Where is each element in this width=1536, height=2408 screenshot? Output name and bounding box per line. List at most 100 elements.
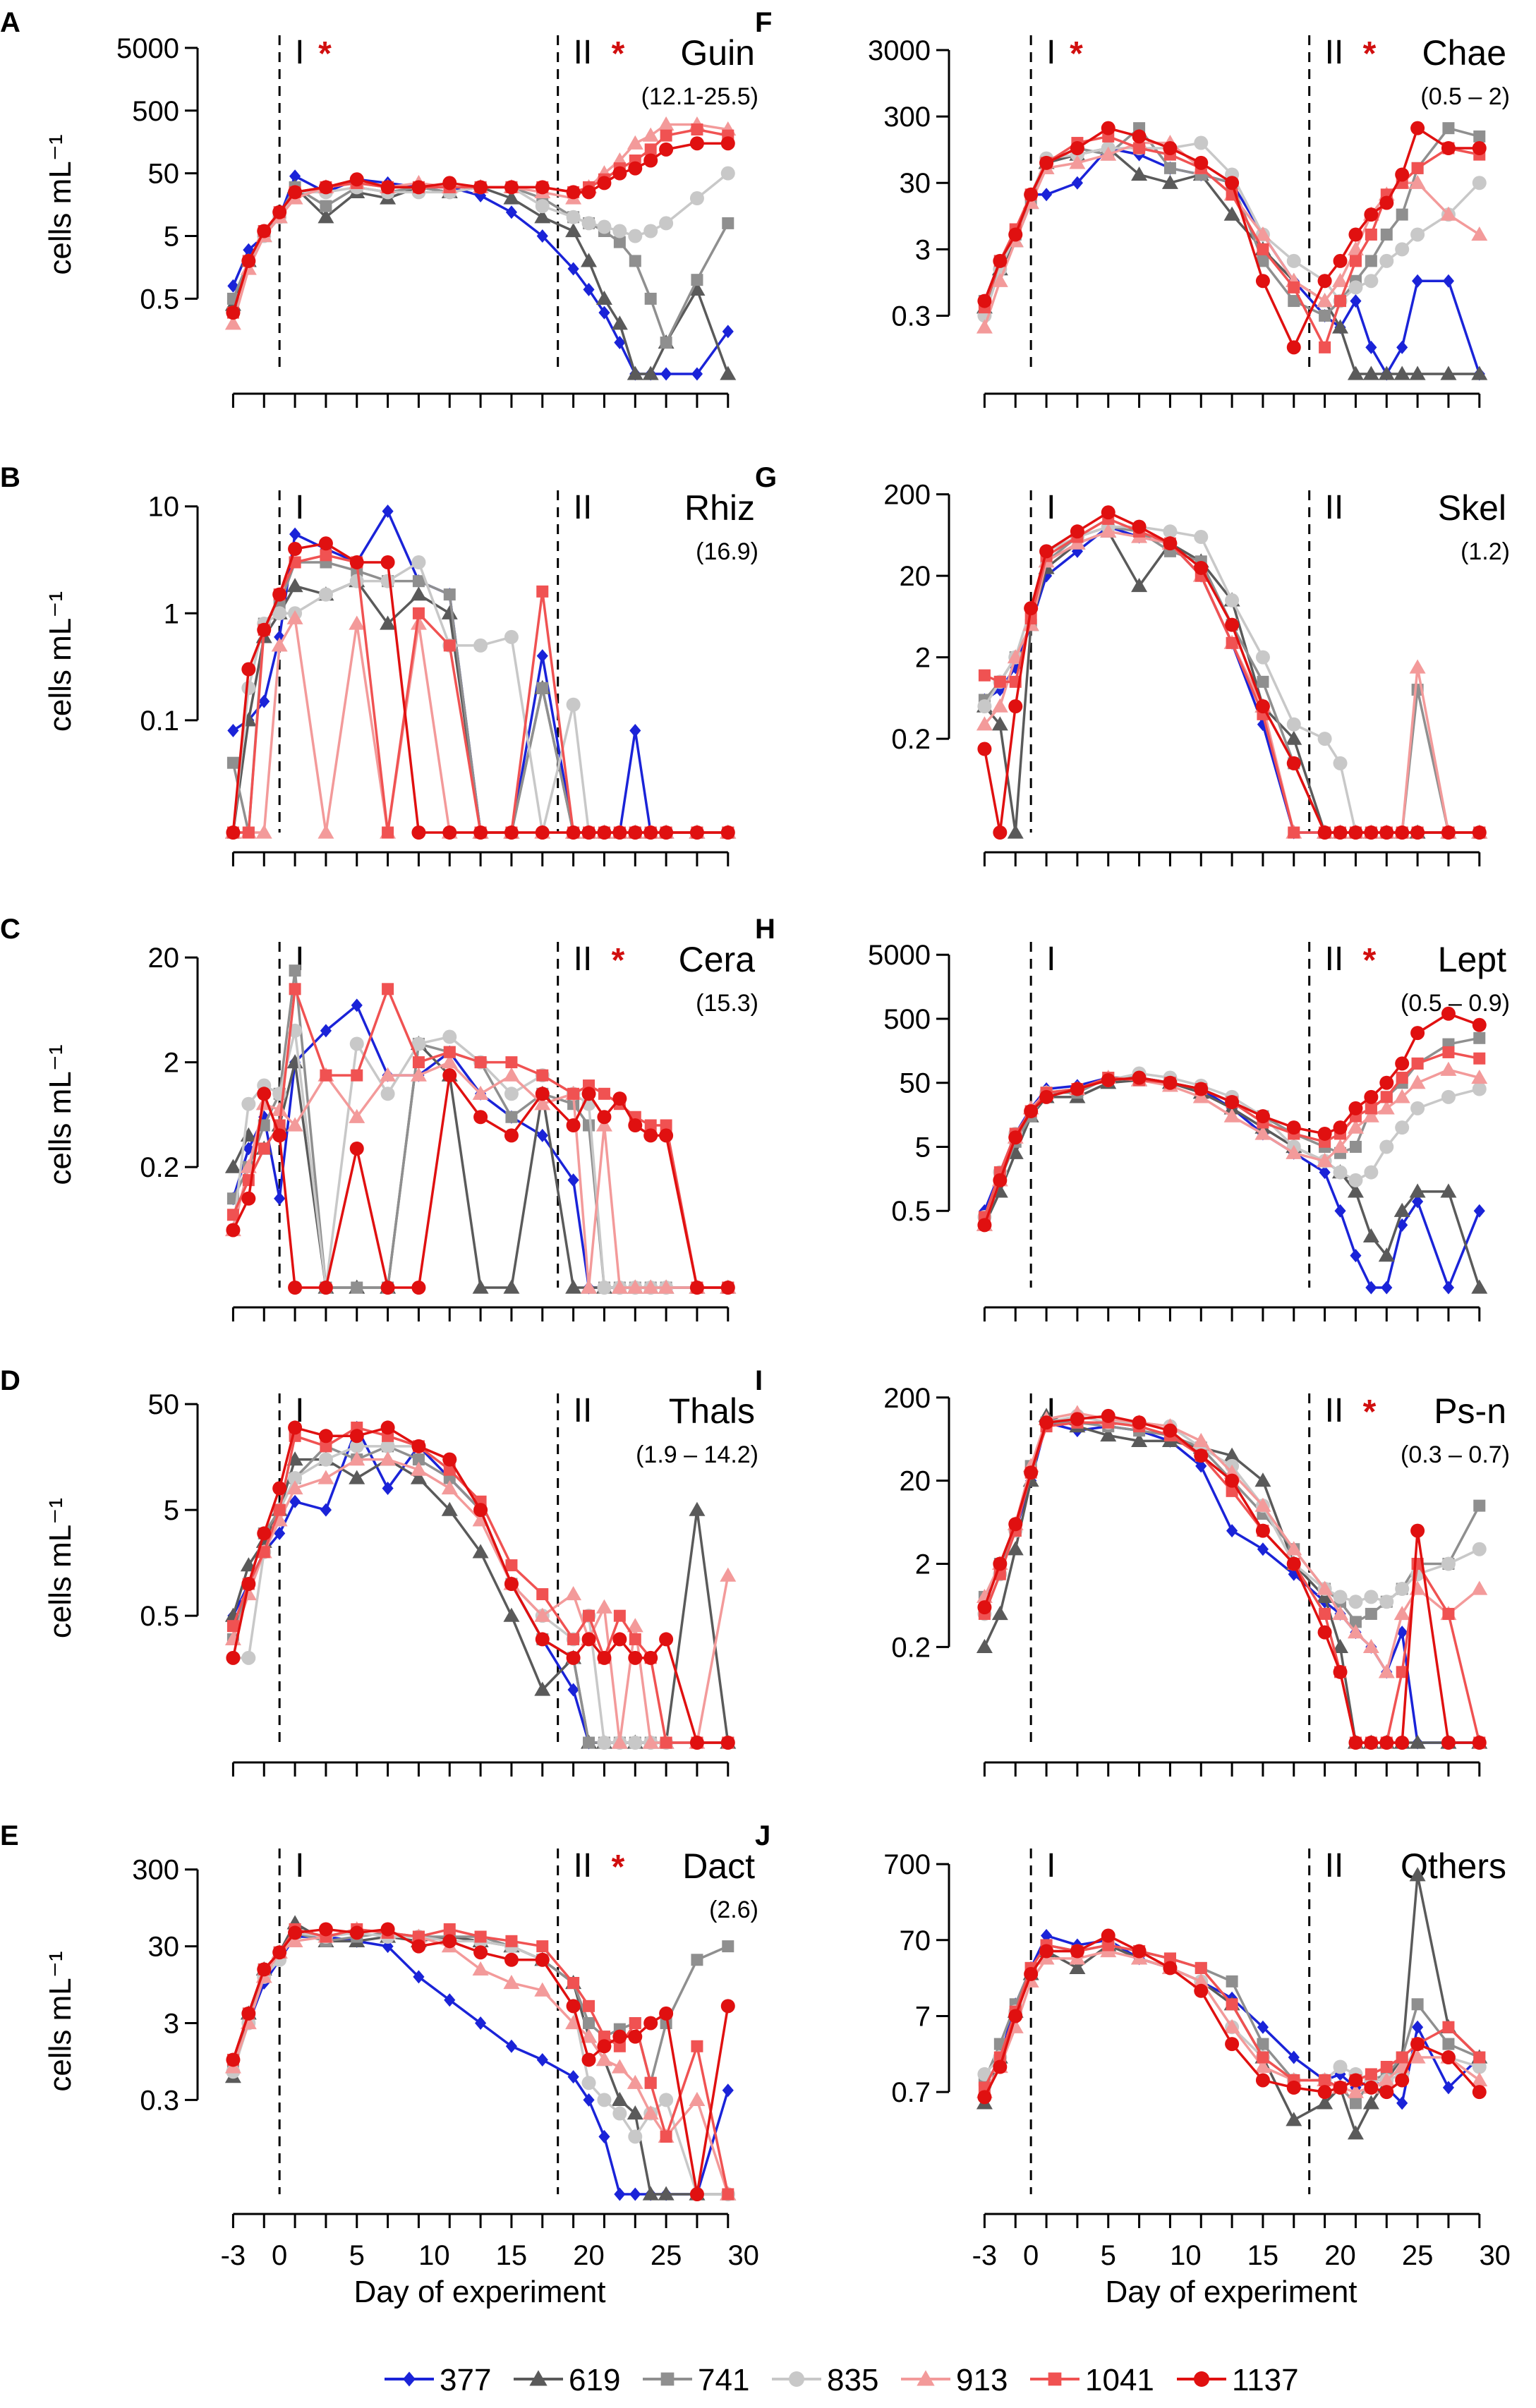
y-tick-label: 0.2 [891,724,931,755]
data-point [581,2028,598,2043]
data-point [611,2091,628,2107]
legend-label: 835 [827,2363,878,2397]
data-point [382,983,394,996]
data-point [567,262,579,276]
x-tick-label: -3 [221,2240,246,2271]
data-point [258,694,270,708]
y-tick-label: 200 [883,1383,931,1414]
data-point [1101,121,1115,135]
data-point [1332,1638,1349,1653]
range-label: (0.5 – 2) [1420,83,1510,110]
data-point [643,1650,658,1665]
data-point [1194,560,1209,575]
data-point [472,1085,489,1100]
taxon-label: Rhiz [684,488,755,528]
data-point [1132,1944,1147,1959]
data-point [1441,1006,1456,1021]
data-point [629,724,641,738]
data-point [1024,1465,1039,1480]
data-point [318,1470,334,1484]
series-line [231,142,728,313]
y-tick-label: 5000 [116,33,179,64]
y-tick-label: 5 [164,222,179,253]
series-line [231,1426,728,1744]
legend-label: 741 [698,2363,749,2397]
data-point [226,1620,239,1633]
data-point [1364,1165,1379,1180]
data-point [320,549,332,562]
panel-a: A 0.5 5 50 500 5000 cells mL⁻¹ I * II * Guin (12.1-2… [0,7,758,408]
taxon-label: Guin [680,33,755,73]
data-point [722,2188,734,2201]
data-point [349,1036,364,1051]
data-point [320,1503,332,1517]
data-point [1348,1736,1363,1750]
data-point [503,1279,520,1294]
data-point [1441,825,1456,840]
y-tick-label: 3000 [868,35,931,66]
legend-label: 913 [956,2363,1008,2397]
data-point [583,1736,595,1749]
data-point [473,180,488,195]
y-tick-label: 50 [148,159,180,190]
data-point [993,825,1008,840]
data-point [1319,1166,1331,1180]
data-point [566,1999,581,2014]
data-point [1100,146,1117,161]
phase-label-II: II [574,1847,593,1884]
data-point [1412,2020,1424,2034]
y-tick-label: 20 [148,943,180,974]
data-point [272,606,287,621]
data-point [535,199,550,214]
data-point [660,2130,672,2143]
data-point [720,1281,735,1295]
phase-II-star: * [1363,942,1377,979]
y-tick-label: 300 [883,102,931,133]
data-point [993,1556,1008,1571]
data-point [627,2074,643,2089]
data-point [581,185,596,200]
data-point [1132,1070,1147,1085]
data-point [977,294,992,308]
data-point [566,185,581,200]
data-point [643,1128,658,1143]
data-point [1024,601,1039,616]
y-axis-title: cells mL⁻¹ [43,134,78,274]
y-tick-label: 1 [164,598,179,629]
data-point [644,1119,657,1132]
data-point [612,224,627,238]
data-point [1365,2068,1377,2081]
data-point [612,1091,627,1106]
data-point [1069,155,1086,169]
data-point [1442,2038,1455,2050]
data-point [720,1999,735,2014]
data-point [1332,272,1349,287]
data-point [380,1087,395,1101]
data-point [1348,1101,1363,1115]
data-point [1286,340,1301,355]
data-point [443,639,456,652]
taxon-label: Chae [1422,33,1506,73]
data-point [597,1281,612,1295]
data-point [1350,1249,1362,1263]
data-point [720,166,735,181]
data-point [1395,825,1410,840]
y-tick-label: 0.5 [891,1196,931,1227]
data-point [536,229,548,243]
data-point [1008,2009,1023,2023]
y-tick-label: 2 [915,1549,931,1580]
data-point [628,229,643,243]
data-point [271,637,288,652]
data-point [410,1461,427,1476]
data-point [1395,2073,1410,2088]
data-point [1347,1183,1364,1198]
data-point [1226,636,1238,649]
data-point [689,2091,706,2107]
data-point [691,274,703,286]
data-point [1194,1082,1209,1096]
phase-label-II: II [574,1392,593,1429]
data-point [627,135,643,150]
phase-II-star: * [612,942,625,979]
data-point [1071,176,1083,190]
data-point [1223,2019,1240,2033]
